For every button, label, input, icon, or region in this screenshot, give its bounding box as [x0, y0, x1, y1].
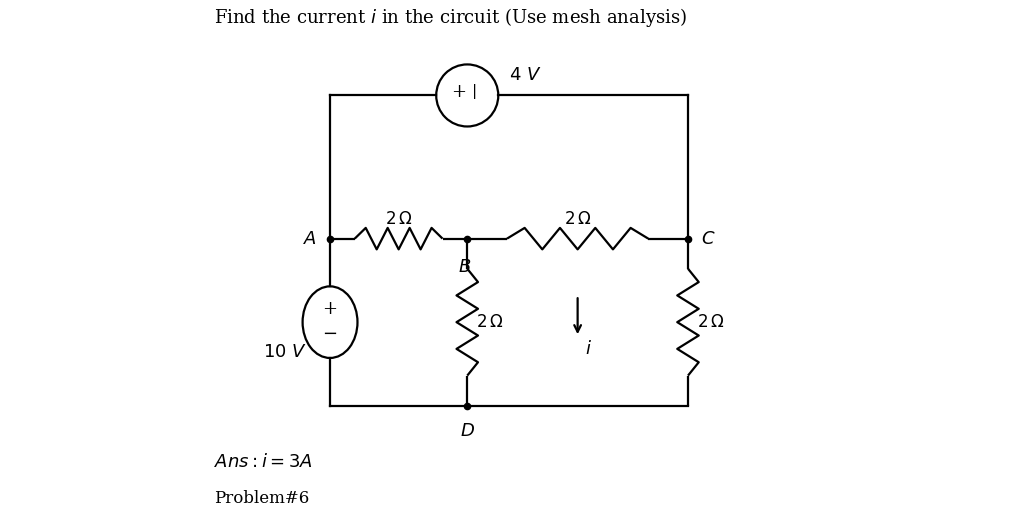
Text: $B$: $B$ — [458, 258, 471, 276]
Text: Find the current $i$ in the circuit (Use mesh analysis): Find the current $i$ in the circuit (Use… — [214, 6, 687, 29]
Text: −: − — [323, 325, 338, 343]
Text: $2\,\Omega$: $2\,\Omega$ — [697, 313, 724, 331]
Text: $i$: $i$ — [585, 340, 592, 358]
Text: $10\ V$: $10\ V$ — [263, 343, 307, 361]
Text: |: | — [472, 85, 477, 99]
Text: $A$: $A$ — [303, 229, 316, 248]
Text: Problem#6: Problem#6 — [214, 490, 309, 507]
Text: $C$: $C$ — [701, 229, 716, 248]
Text: $2\,\Omega$: $2\,\Omega$ — [385, 211, 413, 228]
Text: +: + — [323, 300, 338, 318]
Text: $4\ V$: $4\ V$ — [509, 66, 542, 83]
Text: +: + — [452, 83, 466, 101]
Text: $2\,\Omega$: $2\,\Omega$ — [476, 313, 504, 331]
Text: $Ans: i = 3A$: $Ans: i = 3A$ — [214, 454, 312, 471]
Text: $D$: $D$ — [460, 423, 475, 440]
Text: $2\,\Omega$: $2\,\Omega$ — [564, 211, 591, 228]
